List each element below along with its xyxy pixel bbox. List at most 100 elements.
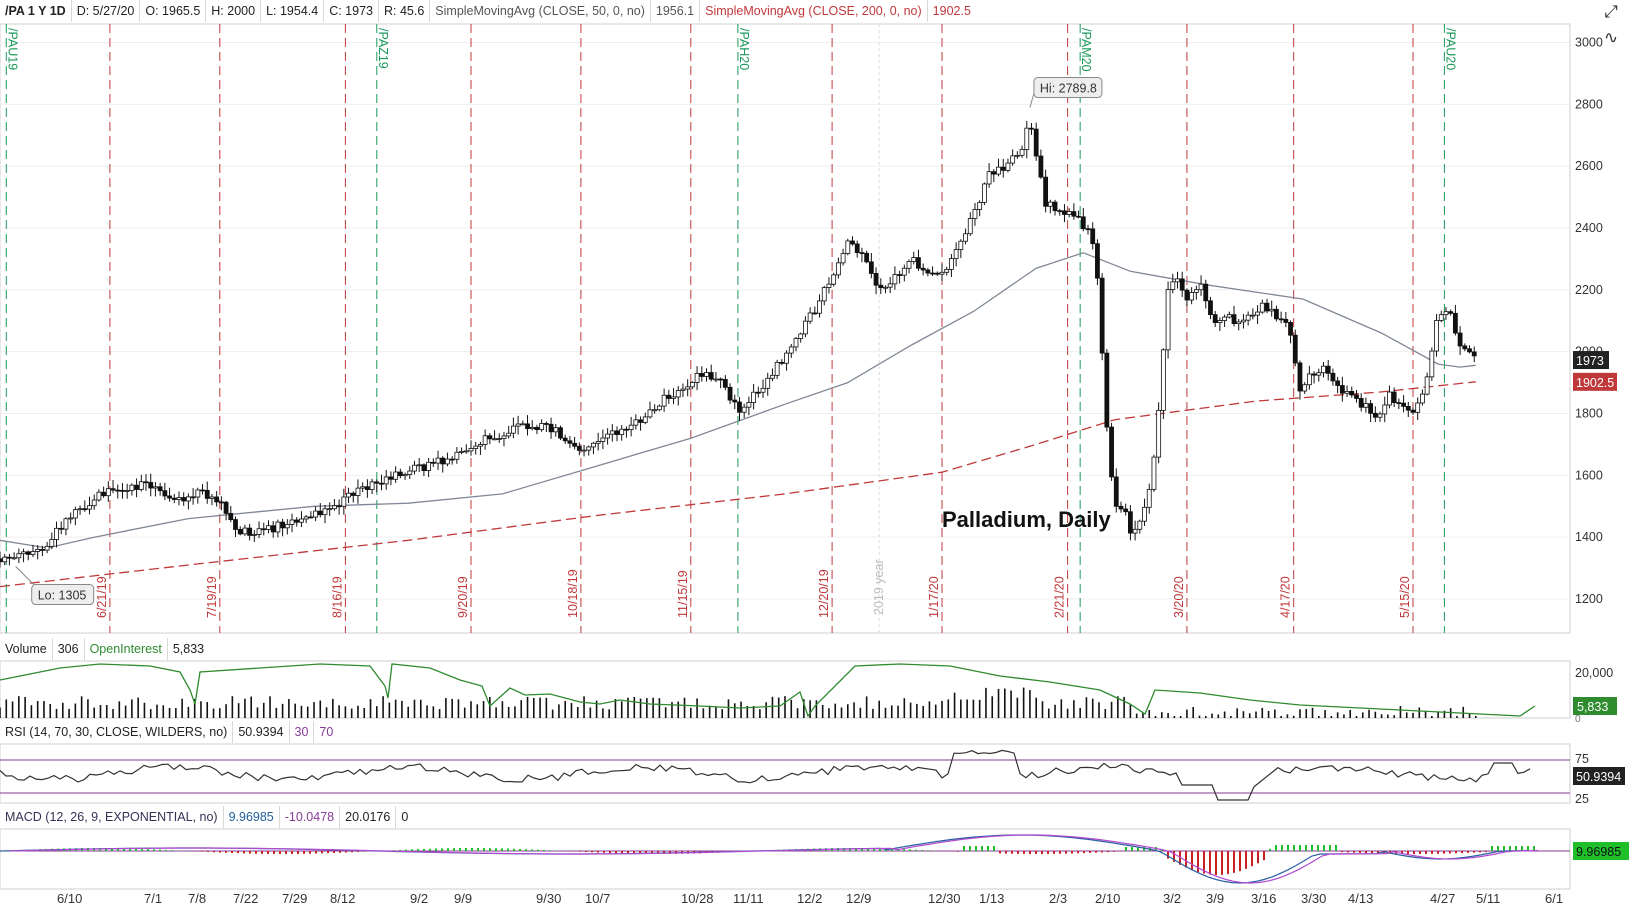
price-candle-body	[397, 471, 403, 477]
price-candle-body	[1297, 362, 1303, 392]
price-candle-body	[110, 488, 116, 491]
rsi-badge-label: 50.9394	[1576, 770, 1621, 784]
price-tick-label: 2600	[1575, 159, 1603, 173]
expand-icon[interactable]: ⤢	[1604, 2, 1618, 21]
x-axis-date-label: 7/8	[188, 891, 206, 906]
price-candle-body	[430, 461, 436, 464]
price-badge-box	[1573, 351, 1609, 370]
price-candle-body	[1029, 127, 1034, 130]
price-candle-body	[1156, 409, 1162, 458]
price-candle-body	[798, 333, 804, 339]
sma50-label[interactable]: SimpleMovingAvg (CLOSE, 50, 0, no)	[430, 0, 651, 22]
price-candle-body	[1080, 216, 1086, 230]
month-marker-label: 8/16/19	[330, 576, 344, 618]
price-candle-body	[251, 534, 257, 536]
price-tick-label: 1200	[1575, 592, 1603, 606]
x-axis-date-label: 6/10	[57, 891, 82, 906]
price-candle-body	[689, 382, 695, 388]
price-candle-body	[529, 426, 535, 430]
price-candle-body	[916, 257, 921, 269]
price-candle-body	[897, 274, 903, 276]
price-candle-body	[1311, 373, 1317, 376]
macd-line	[0, 834, 1529, 884]
macd-value: 9.96985	[224, 806, 280, 828]
price-tick-label: 1400	[1575, 530, 1603, 544]
price-candle-body	[1043, 176, 1049, 207]
macd-badge-label: 9.96985	[1576, 845, 1621, 859]
price-candle-body	[336, 505, 342, 508]
price-candle-body	[1160, 349, 1166, 411]
price-tick-label: 1800	[1575, 407, 1603, 421]
price-candle-body	[1354, 394, 1359, 399]
price-candle-body	[1118, 505, 1124, 510]
price-candle-body	[803, 320, 808, 335]
price-candle-body	[313, 510, 318, 518]
x-axis-date-label: 9/9	[454, 891, 472, 906]
price-candle-body	[1137, 520, 1143, 530]
price-candle-body	[496, 438, 502, 440]
price-candle-body	[680, 388, 686, 391]
price-candle-body	[831, 274, 837, 285]
oi-badge-label: 5,833	[1577, 700, 1608, 714]
hi-callout-leader	[1029, 93, 1035, 108]
rsi-title[interactable]: RSI (14, 70, 30, CLOSE, WILDERS, no)	[0, 721, 234, 743]
price-candle-body	[1212, 314, 1218, 324]
price-candle-body	[256, 528, 262, 535]
month-marker-label: 4/17/20	[1279, 576, 1293, 618]
price-candle-body	[722, 379, 728, 388]
price-candle-body	[25, 551, 31, 555]
price-candle-body	[647, 409, 653, 418]
price-candle-body	[1325, 365, 1331, 374]
price-candle-body	[652, 409, 658, 412]
price-candle-body	[812, 312, 818, 315]
sma200-label[interactable]: SimpleMovingAvg (CLOSE, 200, 0, no)	[700, 0, 928, 22]
price-candle-body	[407, 470, 413, 475]
price-candle-body	[360, 486, 366, 489]
oi-name[interactable]: OpenInterest	[85, 638, 168, 660]
drawing-tool-icon[interactable]: ∿	[1603, 28, 1619, 47]
price-candle-body	[501, 435, 507, 439]
volume-title[interactable]: Volume	[0, 638, 53, 660]
price-candle-body	[1208, 300, 1213, 316]
macd-zero: 0	[401, 810, 409, 824]
price-candle-body	[1104, 352, 1110, 428]
price-candle-body	[666, 394, 672, 399]
price-header: /PA 1 Y 1D D: 5/27/20 O: 1965.5 H: 2000 …	[0, 0, 976, 22]
price-candle-body	[920, 267, 926, 271]
price-candle-body	[930, 272, 935, 275]
price-candle-body	[770, 374, 775, 379]
price-candle-body	[1175, 278, 1180, 283]
price-candle-body	[859, 252, 865, 254]
price-candle-body	[934, 272, 940, 275]
price-candle-body	[233, 519, 238, 530]
price-candle-body	[609, 430, 615, 435]
price-candle-body	[87, 505, 92, 510]
price-candle-body	[1193, 289, 1199, 293]
price-candle-body	[661, 394, 667, 407]
price-candle-body	[289, 519, 295, 525]
price-candle-body	[732, 399, 738, 403]
price-candle-body	[953, 249, 959, 260]
rsi-header: RSI (14, 70, 30, CLOSE, WILDERS, no) 50.…	[0, 721, 338, 743]
macd-title[interactable]: MACD (12, 26, 9, EXPONENTIAL, no)	[0, 806, 224, 828]
x-axis-date-label: 7/29	[282, 891, 307, 906]
price-candle-body	[1349, 391, 1355, 396]
price-candle-body	[972, 209, 978, 219]
sma-badge-box	[1573, 372, 1617, 391]
price-candle-body	[963, 233, 968, 242]
price-candle-body	[873, 273, 879, 286]
lo-callout-box	[31, 584, 95, 606]
symbol-label[interactable]: /PA 1 Y 1D	[0, 0, 72, 22]
price-candle-body	[284, 524, 290, 529]
price-candle-body	[468, 448, 474, 452]
price-candle-body	[294, 519, 300, 523]
price-candle-body	[1420, 393, 1425, 404]
x-axis-date-label: 3/9	[1206, 891, 1224, 906]
price-candle-body	[247, 527, 253, 536]
price-candle-body	[1471, 351, 1477, 357]
price-candle-body	[138, 481, 144, 490]
high-label: H: 2000	[206, 0, 262, 22]
x-axis-date-label: 3/30	[1301, 891, 1326, 906]
price-candle-body	[176, 497, 182, 500]
volume-value: 306	[53, 638, 85, 660]
